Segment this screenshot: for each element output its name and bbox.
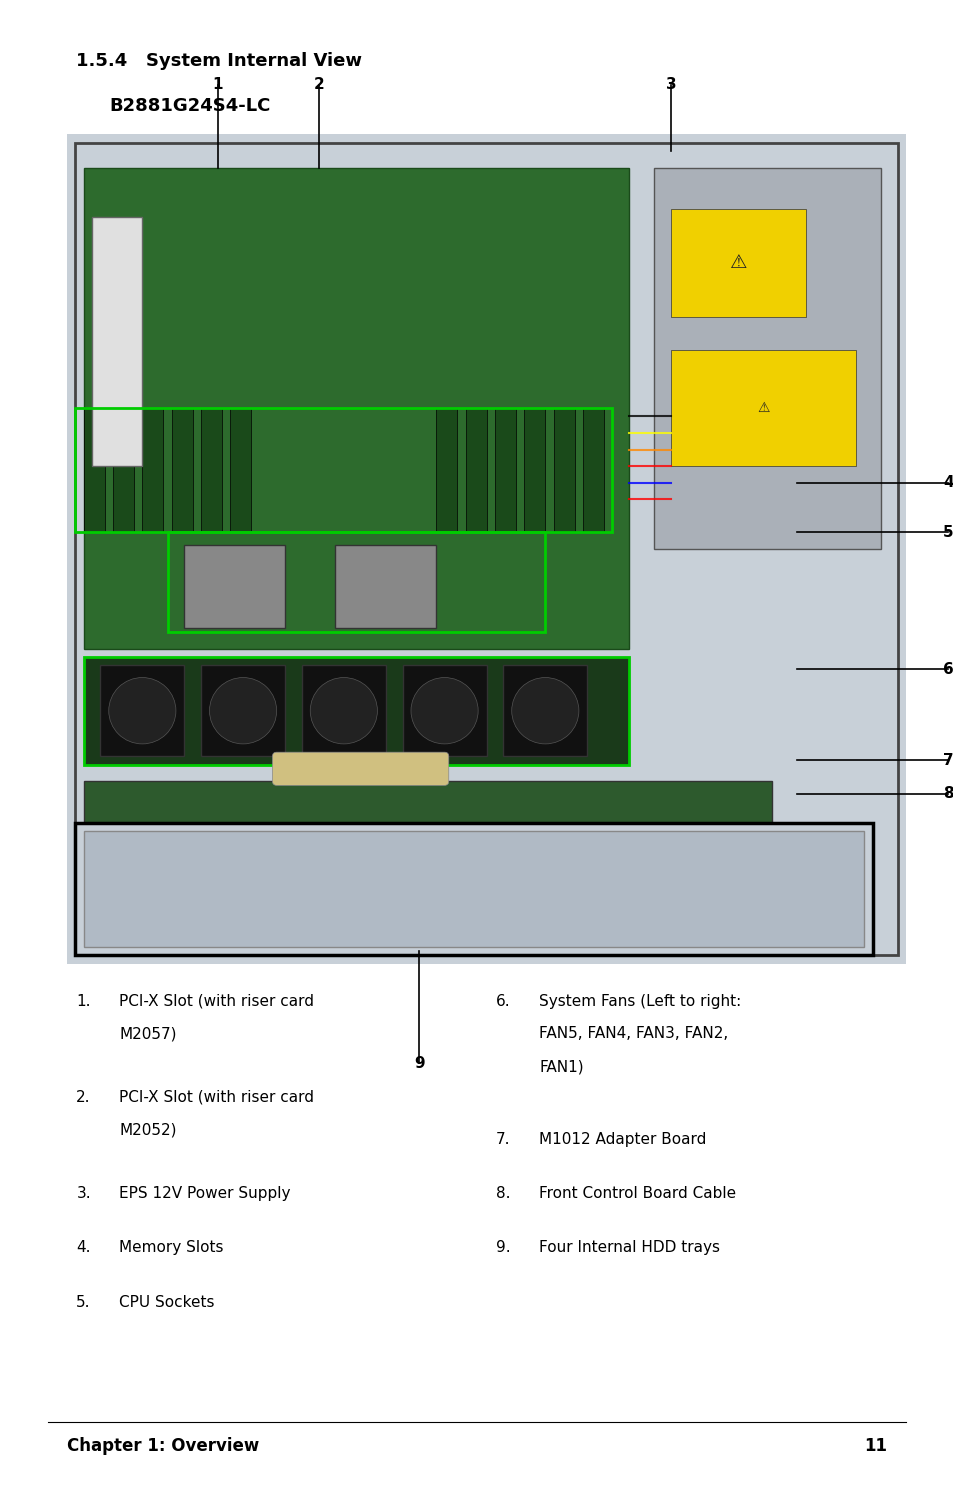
Bar — [201, 665, 285, 756]
Text: 7.: 7. — [496, 1131, 510, 1146]
Text: CPU Sockets: CPU Sockets — [119, 1295, 214, 1310]
Bar — [75, 823, 872, 955]
Text: 7: 7 — [942, 753, 953, 768]
Bar — [168, 532, 545, 632]
Text: Chapter 1: Overview: Chapter 1: Overview — [67, 1437, 259, 1455]
Text: 2.: 2. — [76, 1089, 91, 1104]
Bar — [172, 408, 193, 532]
FancyBboxPatch shape — [63, 130, 909, 968]
Text: 3: 3 — [665, 78, 676, 93]
Bar — [402, 665, 486, 756]
Circle shape — [109, 678, 175, 744]
Text: M2057): M2057) — [119, 1026, 176, 1041]
Circle shape — [411, 678, 477, 744]
Bar — [91, 218, 142, 466]
Bar — [524, 408, 545, 532]
Text: Four Internal HDD trays: Four Internal HDD trays — [538, 1240, 720, 1255]
Bar — [184, 545, 285, 627]
Bar — [671, 350, 855, 466]
Bar — [553, 408, 574, 532]
Text: 11: 11 — [863, 1437, 886, 1455]
Text: EPS 12V Power Supply: EPS 12V Power Supply — [119, 1186, 291, 1201]
Text: FAN5, FAN4, FAN3, FAN2,: FAN5, FAN4, FAN3, FAN2, — [538, 1026, 727, 1041]
Text: Memory Slots: Memory Slots — [119, 1240, 224, 1255]
Bar — [231, 408, 252, 532]
Text: 2: 2 — [313, 78, 324, 93]
Bar — [112, 408, 133, 532]
Bar — [84, 781, 771, 823]
Bar — [142, 408, 163, 532]
Text: System Fans (Left to right:: System Fans (Left to right: — [538, 994, 740, 1008]
Bar — [84, 657, 629, 765]
Bar — [84, 167, 629, 648]
Bar — [301, 665, 385, 756]
Text: ⚠: ⚠ — [729, 254, 746, 272]
Bar — [503, 665, 587, 756]
Text: 5.: 5. — [76, 1295, 91, 1310]
Bar — [84, 408, 105, 532]
Text: 3.: 3. — [76, 1186, 91, 1201]
Circle shape — [511, 678, 578, 744]
Text: PCI-X Slot (with riser card: PCI-X Slot (with riser card — [119, 994, 314, 1008]
Text: B2881G24S4-LC: B2881G24S4-LC — [110, 97, 271, 115]
Text: 1.: 1. — [76, 994, 91, 1008]
Text: 1: 1 — [213, 78, 223, 93]
Text: 8.: 8. — [496, 1186, 510, 1201]
Text: M1012 Adapter Board: M1012 Adapter Board — [538, 1131, 705, 1146]
Text: 5: 5 — [942, 524, 953, 539]
Text: M2052): M2052) — [119, 1122, 176, 1137]
Bar — [582, 408, 603, 532]
Bar — [75, 408, 612, 532]
Bar — [495, 408, 516, 532]
Text: PCI-X Slot (with riser card: PCI-X Slot (with riser card — [119, 1089, 314, 1104]
Bar — [100, 665, 184, 756]
Bar — [84, 831, 863, 947]
Bar — [654, 167, 881, 550]
FancyBboxPatch shape — [273, 751, 448, 786]
Bar — [335, 545, 436, 627]
Text: 1.5.4   System Internal View: 1.5.4 System Internal View — [76, 52, 362, 70]
Circle shape — [210, 678, 276, 744]
Bar — [465, 408, 486, 532]
Text: 4.: 4. — [76, 1240, 91, 1255]
Text: 9.: 9. — [496, 1240, 510, 1255]
Text: 6.: 6. — [496, 994, 510, 1008]
Text: 9: 9 — [414, 1056, 424, 1071]
Bar — [671, 209, 804, 317]
Text: 6: 6 — [942, 662, 953, 677]
Text: FAN1): FAN1) — [538, 1059, 583, 1074]
Text: 8: 8 — [942, 786, 953, 801]
Bar — [201, 408, 222, 532]
Text: ⚠: ⚠ — [757, 400, 769, 415]
Bar — [436, 408, 456, 532]
Text: Front Control Board Cable: Front Control Board Cable — [538, 1186, 736, 1201]
Circle shape — [310, 678, 377, 744]
Text: 4: 4 — [942, 475, 953, 490]
